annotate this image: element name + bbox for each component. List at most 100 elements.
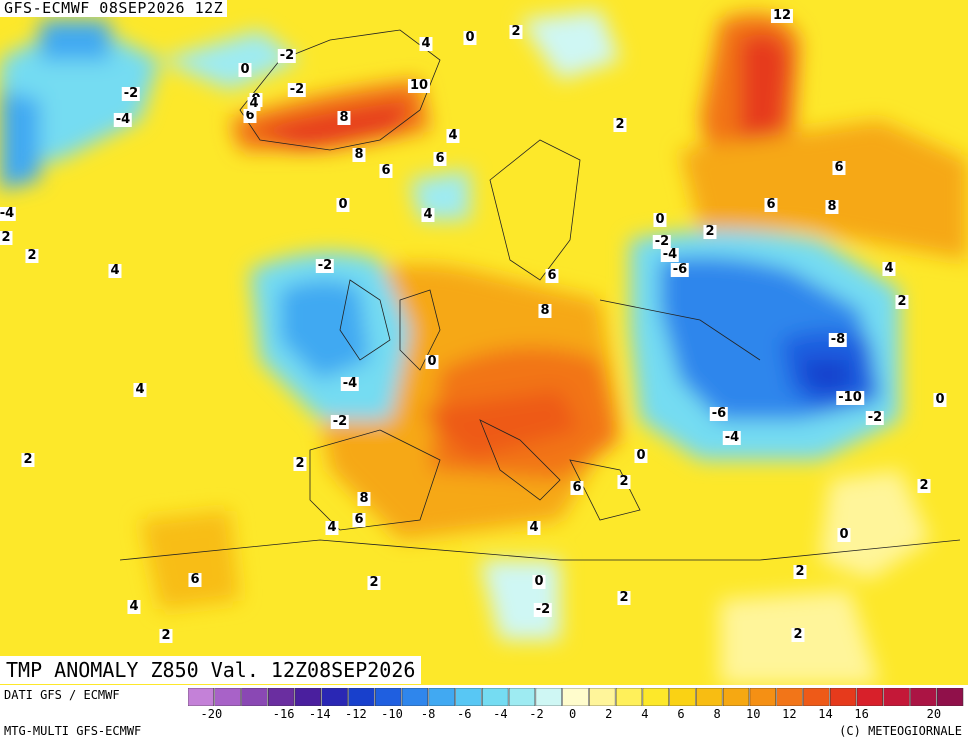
contour-label: 2 (703, 224, 717, 239)
contour-label: 4 (247, 96, 261, 111)
contour-label: 6 (433, 151, 447, 166)
contour-label: 2 (895, 294, 909, 309)
contour-label: 2 (617, 590, 631, 605)
scale-swatch (268, 688, 295, 706)
contour-label: 2 (617, 474, 631, 489)
contour-label: 0 (425, 354, 439, 369)
scale-swatch (401, 688, 429, 706)
scale-tick-label: -2 (529, 707, 544, 721)
scale-tick-label: 0 (568, 707, 577, 721)
contour-label: 2 (917, 478, 931, 493)
anomaly-fields (0, 10, 968, 685)
scale-swatch (482, 688, 509, 706)
contour-label: 2 (25, 248, 39, 263)
contour-label: 0 (837, 527, 851, 542)
scale-tick-label: 12 (782, 707, 797, 721)
contour-label: 4 (133, 382, 147, 397)
scale-swatch (508, 688, 536, 706)
scale-tick-label: -20 (200, 707, 223, 721)
scale-tick-label: -12 (345, 707, 367, 721)
scale-swatch (642, 688, 669, 706)
scale-tick-label: 20 (926, 707, 942, 721)
contour-label: -4 (113, 112, 133, 127)
contour-label: -6 (670, 262, 690, 277)
scale-swatch (589, 688, 616, 706)
scale-swatch (428, 688, 455, 706)
contour-label: 0 (653, 212, 667, 227)
contour-label: 6 (545, 268, 559, 283)
scale-swatch (883, 688, 910, 706)
contour-label: 8 (825, 199, 839, 214)
contour-label: 4 (882, 261, 896, 276)
contour-label: 2 (509, 24, 523, 39)
contour-label: 2 (293, 456, 307, 471)
model-run-header: GFS-ECMWF 08SEP2026 12Z (0, 0, 228, 17)
contour-label: 4 (446, 128, 460, 143)
scale-swatch (375, 688, 402, 706)
scale-swatch (535, 688, 562, 706)
contour-label: -2 (315, 258, 335, 273)
contour-label: 8 (352, 147, 366, 162)
contour-label: 2 (791, 627, 805, 642)
contour-label: 10 (407, 78, 431, 93)
contour-label: 0 (532, 574, 546, 589)
scale-tick-label: 10 (746, 707, 761, 721)
contour-label: 2 (159, 628, 173, 643)
contour-label: 6 (352, 512, 366, 527)
contour-label: 0 (634, 448, 648, 463)
scale-swatch (294, 688, 322, 706)
scale-tick-label: -10 (381, 707, 403, 721)
scale-swatch (615, 688, 643, 706)
contour-label: -2 (277, 48, 297, 63)
contour-label: 12 (770, 8, 794, 23)
scale-swatch (188, 688, 215, 706)
data-source: DATI GFS / ECMWF (4, 688, 120, 702)
contour-label: -4 (340, 376, 360, 391)
anomaly-map (0, 0, 968, 685)
contour-label: 2 (793, 564, 807, 579)
contour-label: 2 (367, 575, 381, 590)
contour-label: 6 (832, 160, 846, 175)
scale-tick-label: 8 (713, 707, 721, 721)
contour-label: 8 (357, 491, 371, 506)
scale-tick-label: -8 (420, 707, 436, 721)
scale-swatch (776, 688, 803, 706)
scale-swatch (829, 688, 857, 706)
contour-label: -2 (121, 86, 141, 101)
contour-label: 0 (933, 392, 947, 407)
contour-label: 4 (527, 520, 541, 535)
contour-label: -8 (828, 332, 848, 347)
scale-swatch (562, 688, 589, 706)
contour-label: 4 (421, 207, 435, 222)
scale-swatch (696, 688, 723, 706)
scale-swatch (455, 688, 482, 706)
contour-label: -6 (709, 406, 729, 421)
contour-label: 4 (419, 36, 433, 51)
contour-label: -4 (722, 430, 742, 445)
scale-swatch (214, 688, 241, 706)
contour-label: 6 (764, 197, 778, 212)
contour-label: 6 (379, 163, 393, 178)
contour-label: -2 (865, 410, 885, 425)
contour-label: -2 (533, 602, 553, 617)
model-source: MTG-MULTI GFS-ECMWF (4, 724, 142, 738)
scale-swatch (348, 688, 375, 706)
contour-label: 0 (463, 30, 477, 45)
contour-label: 6 (570, 480, 584, 495)
contour-label: 8 (538, 303, 552, 318)
contour-label: 8 (337, 110, 351, 125)
contour-label: 4 (127, 599, 141, 614)
scale-tick-label: 2 (605, 707, 613, 721)
scale-ticks: -20 -16 -14 -12 -10 -8 -6 -4 -2 0 2 4 6 8 10 12 14 16 20 (188, 707, 964, 723)
scale-swatch (722, 688, 750, 706)
scale-tick-label: 6 (677, 707, 685, 721)
scale-swatch (669, 688, 696, 706)
contour-label: 6 (243, 108, 257, 123)
contour-label: 0 (238, 62, 252, 77)
scale-swatch (856, 688, 883, 706)
contour-label: -10 (836, 390, 864, 405)
scale-swatch (749, 688, 776, 706)
color-scale (188, 688, 964, 706)
scale-tick-label: 4 (641, 707, 649, 721)
contour-label: 4 (325, 520, 339, 535)
